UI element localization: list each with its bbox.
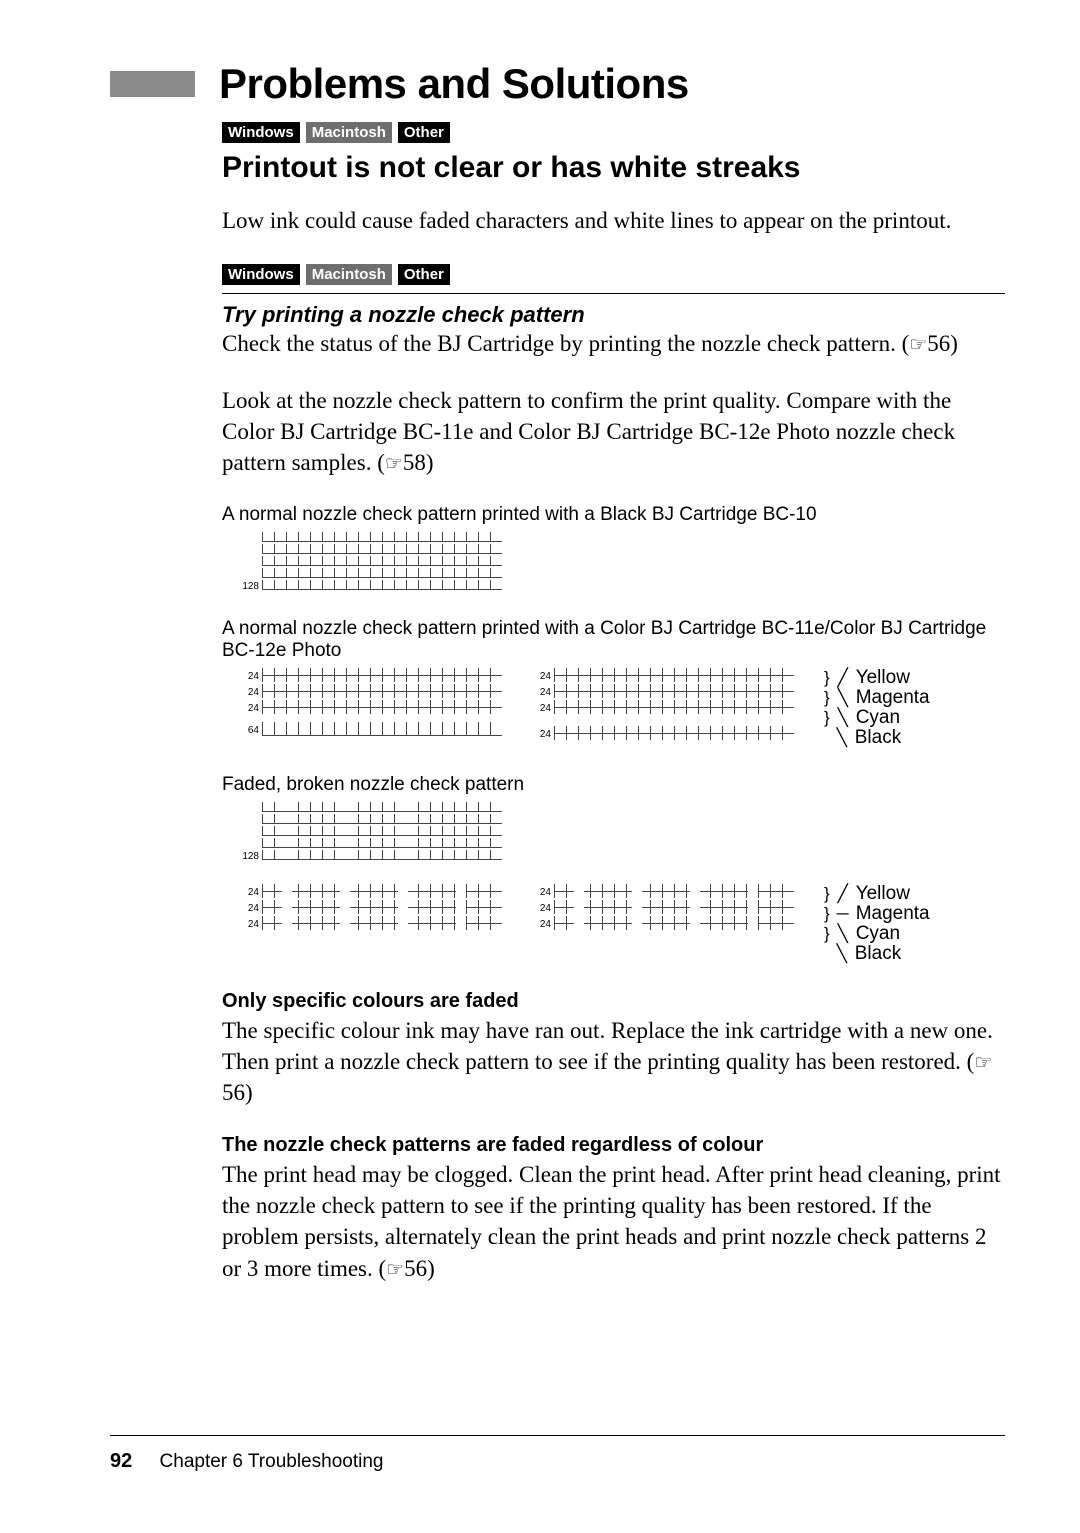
section2-p1: Check the status of the BJ Cartridge by … — [222, 328, 1005, 359]
page-footer: 92 Chapter 6 Troubleshooting — [110, 1435, 1005, 1473]
row-label: 24 — [240, 671, 262, 682]
legend-black: Black — [855, 728, 901, 748]
row-label: 128 — [240, 581, 262, 592]
page-content: Windows Macintosh Other Printout is not … — [222, 122, 1005, 1284]
row-label: 24 — [532, 703, 554, 714]
badge-macintosh: Macintosh — [306, 122, 392, 143]
text: Look at the nozzle check pattern to conf… — [222, 388, 955, 475]
badge-other: Other — [398, 122, 450, 143]
legend-magenta: Magenta — [856, 688, 930, 708]
pattern-caption: A normal nozzle check pattern printed wi… — [222, 618, 1005, 662]
row-label: 24 — [532, 729, 554, 740]
row-label: 24 — [240, 903, 262, 914]
text: ) — [245, 1080, 253, 1105]
color-legend-faded: }╱Yellow }─Magenta }╲Cyan ╲Black — [824, 884, 930, 964]
text: ) — [427, 1256, 435, 1281]
row-label: 24 — [240, 887, 262, 898]
text: ) — [426, 450, 434, 475]
nozzle-pattern-faded: Faded, broken nozzle check pattern 128 2… — [222, 774, 1005, 964]
row-label: 128 — [240, 851, 262, 862]
os-badges-2: Windows Macintosh Other — [222, 264, 1005, 285]
pointer-icon: ☞ — [974, 1052, 992, 1074]
row-label: 24 — [240, 687, 262, 698]
chapter-label: Chapter 6 Troubleshooting — [160, 1451, 384, 1472]
pattern-caption: A normal nozzle check pattern printed wi… — [222, 504, 1005, 526]
row-label: 24 — [532, 887, 554, 898]
legend-cyan: Cyan — [856, 924, 900, 944]
text: The specific colour ink may have ran out… — [222, 1018, 993, 1074]
pointer-icon: ☞ — [909, 334, 927, 356]
title-accent-bar — [110, 71, 195, 97]
section3-p1: The specific colour ink may have ran out… — [222, 1015, 1005, 1108]
row-label: 24 — [532, 903, 554, 914]
page-ref: 58 — [403, 450, 426, 475]
text: Check the status of the BJ Cartridge by … — [222, 331, 909, 356]
badge-macintosh: Macintosh — [306, 264, 392, 285]
footer-divider — [110, 1435, 1005, 1436]
pointer-icon: ☞ — [386, 1259, 404, 1281]
row-label: 24 — [532, 919, 554, 930]
badge-windows: Windows — [222, 264, 300, 285]
section1-text: Low ink could cause faded characters and… — [222, 205, 1005, 236]
section-heading: Printout is not clear or has white strea… — [222, 151, 1005, 185]
row-label: 24 — [532, 671, 554, 682]
nozzle-pattern-color-normal: A normal nozzle check pattern printed wi… — [222, 618, 1005, 748]
pointer-icon: ☞ — [385, 453, 403, 475]
page-number: 92 — [110, 1450, 132, 1472]
row-label: 24 — [240, 703, 262, 714]
os-badges: Windows Macintosh Other — [222, 122, 1005, 143]
section2-p2: Look at the nozzle check pattern to conf… — [222, 385, 1005, 478]
subsection-heading: Try printing a nozzle check pattern — [222, 302, 1005, 328]
legend-black: Black — [855, 944, 901, 964]
section-divider — [222, 293, 1005, 294]
row-label: 24 — [240, 919, 262, 930]
section3-p2: The print head may be clogged. Clean the… — [222, 1159, 1005, 1283]
main-title: Problems and Solutions — [219, 60, 689, 108]
nozzle-pattern-black-normal: A normal nozzle check pattern printed wi… — [222, 504, 1005, 592]
page-ref: 56 — [927, 331, 950, 356]
text: The print head may be clogged. Clean the… — [222, 1162, 1001, 1280]
legend-cyan: Cyan — [856, 708, 900, 728]
text: ) — [950, 331, 958, 356]
legend-magenta: Magenta — [856, 904, 930, 924]
row-label: 24 — [532, 687, 554, 698]
pattern-caption: Faded, broken nozzle check pattern — [222, 774, 1005, 796]
page-ref: 56 — [222, 1080, 245, 1105]
legend-yellow: Yellow — [856, 668, 910, 688]
subsection-heading: Only specific colours are faded — [222, 990, 1005, 1013]
subsection-heading: The nozzle check patterns are faded rega… — [222, 1134, 1005, 1157]
color-legend: }╱Yellow }╲Magenta }╲Cyan ╲Black — [824, 668, 930, 748]
badge-windows: Windows — [222, 122, 300, 143]
legend-yellow: Yellow — [856, 884, 910, 904]
badge-other: Other — [398, 264, 450, 285]
row-label: 64 — [240, 725, 262, 736]
title-row: Problems and Solutions — [110, 60, 1005, 108]
page-ref: 56 — [404, 1256, 427, 1281]
